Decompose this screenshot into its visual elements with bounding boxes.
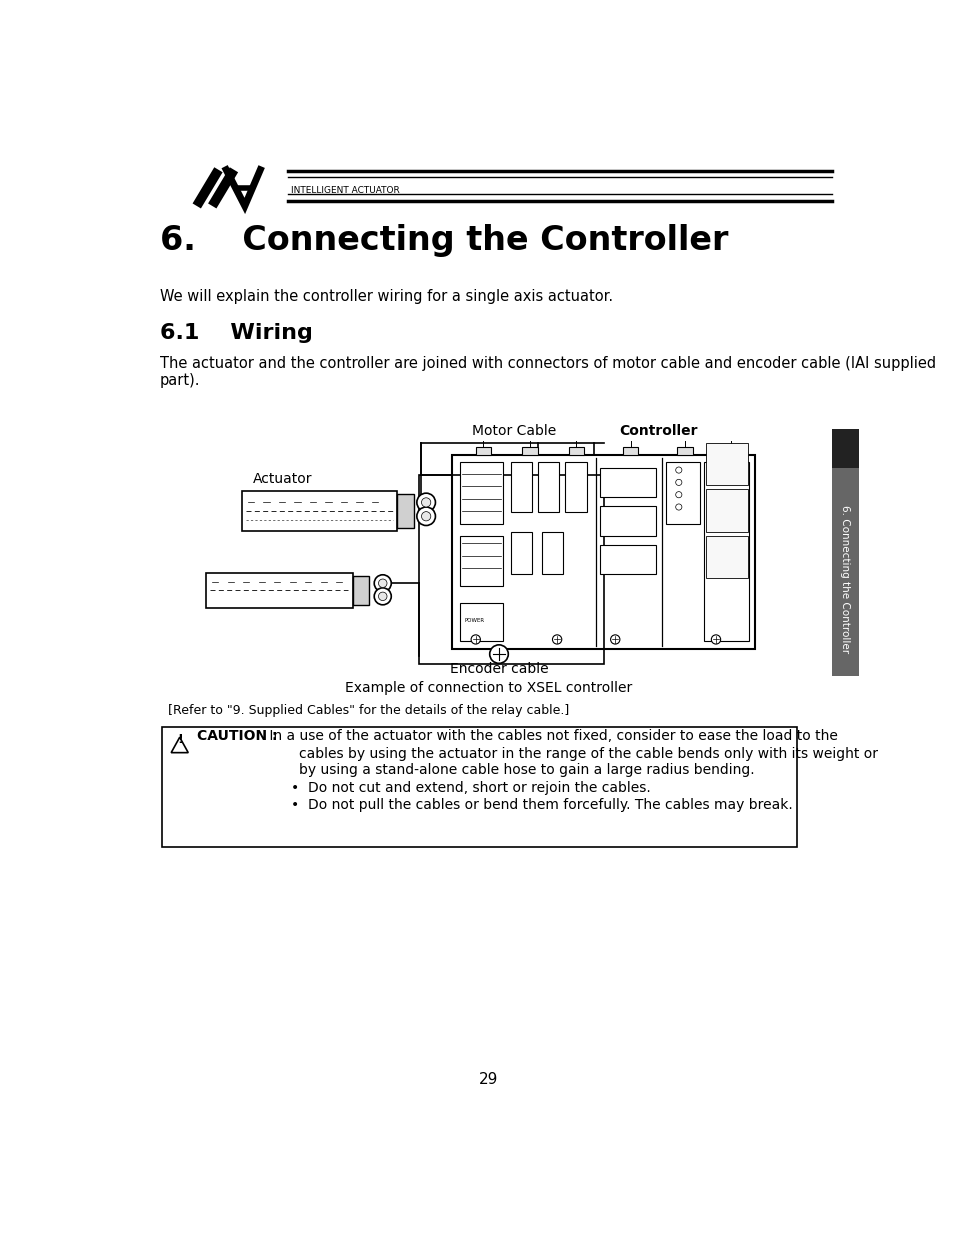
Bar	[510, 531, 532, 574]
Text: 6. Connecting the Controller: 6. Connecting the Controller	[840, 505, 849, 653]
Text: •  Do not pull the cables or bend them forcefully. The cables may break.: • Do not pull the cables or bend them fo…	[291, 798, 792, 811]
Bar	[568, 447, 583, 454]
Text: INTELLIGENT ACTUATOR: INTELLIGENT ACTUATOR	[291, 185, 399, 195]
Bar	[831, 430, 858, 468]
Text: We will explain the controller wiring for a single axis actuator.: We will explain the controller wiring fo…	[159, 289, 612, 304]
Circle shape	[416, 508, 435, 526]
Circle shape	[675, 492, 681, 498]
Bar	[703, 462, 748, 641]
Text: POWER: POWER	[464, 618, 484, 622]
Circle shape	[416, 493, 435, 511]
Circle shape	[378, 592, 387, 600]
Bar	[599, 468, 655, 496]
Text: Actuator: Actuator	[253, 472, 312, 487]
Bar	[622, 447, 638, 454]
Bar	[599, 506, 655, 536]
Bar	[677, 447, 692, 454]
Bar	[418, 475, 603, 664]
Bar	[459, 536, 502, 585]
Bar	[723, 447, 739, 454]
Bar	[564, 462, 586, 513]
Circle shape	[421, 511, 431, 521]
Bar	[396, 494, 414, 527]
Circle shape	[675, 504, 681, 510]
Bar	[353, 577, 369, 605]
Bar	[206, 573, 353, 608]
Text: 6.    Connecting the Controller: 6. Connecting the Controller	[159, 224, 727, 257]
Text: The actuator and the controller are joined with connectors of motor cable and en: The actuator and the controller are join…	[159, 357, 935, 372]
Bar	[510, 462, 532, 513]
Bar	[521, 447, 537, 454]
Circle shape	[421, 498, 431, 508]
Text: 6.1    Wiring: 6.1 Wiring	[159, 324, 312, 343]
Text: •  Do not cut and extend, short or rejoin the cables.: • Do not cut and extend, short or rejoin…	[291, 781, 650, 795]
Text: [Refer to "9. Supplied Cables" for the details of the relay cable.]: [Refer to "9. Supplied Cables" for the d…	[168, 704, 569, 718]
Text: Motor Cable: Motor Cable	[472, 424, 556, 437]
Circle shape	[378, 579, 387, 588]
Text: !: !	[176, 732, 182, 746]
Circle shape	[374, 574, 391, 592]
Bar	[459, 603, 502, 641]
Text: In a use of the actuator with the cables not fixed, consider to ease the load to: In a use of the actuator with the cables…	[265, 730, 837, 743]
Circle shape	[675, 479, 681, 485]
Circle shape	[552, 635, 561, 645]
Bar	[541, 531, 562, 574]
Circle shape	[489, 645, 508, 663]
Bar	[537, 462, 558, 513]
Circle shape	[374, 588, 391, 605]
Bar	[241, 490, 396, 531]
Bar	[705, 489, 747, 531]
Bar	[665, 462, 700, 524]
Text: Controller: Controller	[618, 424, 697, 437]
Text: by using a stand-alone cable hose to gain a large radius bending.: by using a stand-alone cable hose to gai…	[298, 763, 754, 777]
Bar	[476, 447, 491, 454]
Text: Encoder cable: Encoder cable	[449, 662, 548, 677]
Bar	[599, 545, 655, 574]
Polygon shape	[171, 737, 188, 752]
Bar	[705, 536, 747, 578]
Circle shape	[610, 635, 619, 645]
Circle shape	[711, 635, 720, 645]
Text: CAUTION :: CAUTION :	[196, 730, 277, 743]
Bar	[162, 727, 797, 846]
Text: cables by using the actuator in the range of the cable bends only with its weigh: cables by using the actuator in the rang…	[298, 747, 877, 761]
Bar	[452, 454, 754, 648]
Text: part).: part).	[159, 373, 200, 388]
Text: Example of connection to XSEL controller: Example of connection to XSEL controller	[345, 680, 632, 695]
Circle shape	[675, 467, 681, 473]
Bar	[705, 443, 747, 485]
Circle shape	[471, 635, 480, 645]
Bar	[831, 456, 858, 676]
Text: 29: 29	[478, 1072, 498, 1087]
Bar	[459, 462, 502, 524]
